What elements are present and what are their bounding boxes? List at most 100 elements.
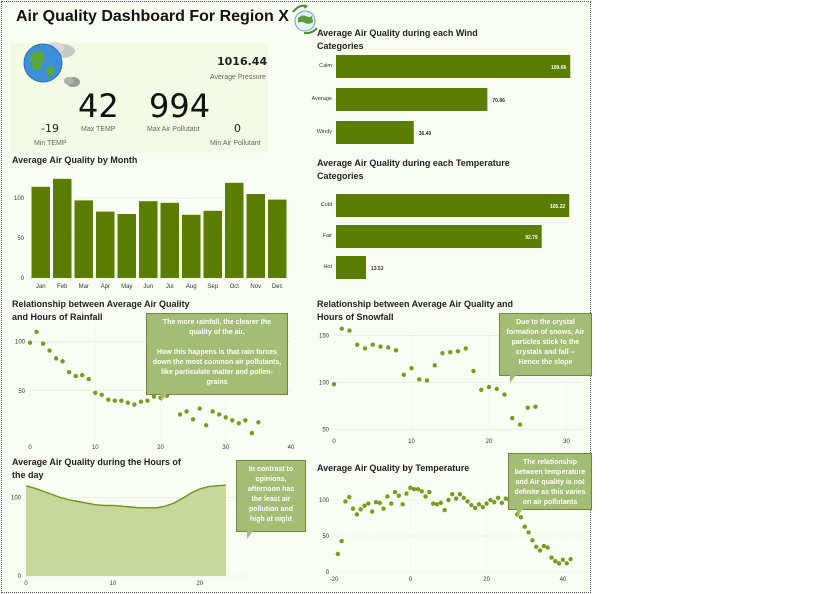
category-label: Cold bbox=[321, 202, 332, 208]
data-point bbox=[502, 392, 507, 397]
data-point bbox=[362, 346, 368, 351]
data-label: 109.66 bbox=[551, 65, 567, 71]
data-point bbox=[377, 500, 382, 506]
data-point bbox=[401, 372, 406, 377]
data-point bbox=[358, 507, 363, 512]
x-tick-label: 40 bbox=[560, 577, 567, 583]
x-tick-label: Aug bbox=[186, 284, 197, 290]
data-point bbox=[362, 503, 367, 508]
data-point bbox=[450, 492, 455, 497]
y-tick-label: 0 bbox=[326, 570, 330, 576]
y-tick-label: 100 bbox=[319, 498, 330, 504]
data-point bbox=[378, 344, 383, 349]
data-point bbox=[461, 495, 466, 501]
snowfall-annotation: Due to the crystal formation of snows, A… bbox=[499, 313, 592, 383]
y-tick-label: 100 bbox=[15, 340, 26, 346]
data-point bbox=[432, 363, 437, 368]
bar bbox=[53, 178, 72, 278]
data-point bbox=[541, 543, 547, 549]
data-point bbox=[442, 507, 447, 513]
y-tick-label: 150 bbox=[319, 333, 330, 339]
data-point bbox=[86, 376, 91, 382]
snowfall-annotation-text: Due to the crystal formation of snows, A… bbox=[506, 319, 585, 366]
category-label: Windy bbox=[317, 129, 333, 135]
data-point bbox=[400, 502, 405, 507]
page-title: Air Quality Dashboard For Region X bbox=[16, 8, 289, 25]
data-point bbox=[385, 494, 390, 499]
x-tick-label: 30 bbox=[563, 439, 570, 445]
data-point bbox=[249, 430, 255, 436]
data-point bbox=[243, 418, 248, 423]
min-pollutant-label: Min Air Pollutant bbox=[210, 140, 261, 147]
data-point bbox=[389, 501, 394, 506]
temperature-annotation-text: The relationship between temperature and… bbox=[514, 459, 586, 506]
data-point bbox=[457, 492, 463, 497]
data-point bbox=[354, 512, 360, 517]
x-tick-label: Apr bbox=[101, 284, 110, 290]
data-point bbox=[197, 406, 202, 411]
data-point bbox=[355, 342, 360, 347]
data-point bbox=[492, 499, 497, 505]
data-point bbox=[446, 497, 451, 503]
bar bbox=[117, 214, 136, 278]
avg-pressure-value: 1016.44 bbox=[217, 55, 268, 68]
data-point bbox=[411, 487, 417, 492]
bar bbox=[182, 214, 201, 278]
data-label: 70.86 bbox=[492, 98, 505, 104]
data-point bbox=[488, 497, 493, 503]
data-point bbox=[347, 494, 352, 500]
data-point bbox=[556, 561, 562, 566]
data-point bbox=[132, 402, 137, 407]
data-point bbox=[217, 412, 222, 417]
data-point bbox=[151, 394, 157, 399]
data-point bbox=[533, 404, 538, 409]
data-point bbox=[499, 500, 505, 506]
data-point bbox=[47, 348, 52, 353]
data-point bbox=[386, 345, 391, 350]
x-tick-label: 40 bbox=[288, 445, 295, 451]
data-point bbox=[431, 501, 436, 506]
series-line bbox=[25, 484, 226, 509]
temperature-category-bar-chart: Cold 105.22 Fair 92.79 Hot 13.53 bbox=[321, 194, 570, 279]
data-point bbox=[339, 538, 344, 544]
bar bbox=[31, 186, 50, 278]
x-tick-label: 20 bbox=[157, 445, 164, 451]
data-point bbox=[463, 346, 468, 351]
data-point bbox=[423, 494, 428, 499]
callout-tail bbox=[510, 375, 516, 383]
snowfall-chart-title: Relationship between Average Air Quality… bbox=[317, 299, 514, 322]
x-tick-label: 10 bbox=[110, 581, 117, 587]
data-point bbox=[99, 392, 104, 397]
data-point bbox=[256, 420, 261, 425]
category-label: Hot bbox=[323, 264, 332, 270]
y-tick-label: 50 bbox=[322, 427, 329, 433]
x-tick-label: -20 bbox=[330, 577, 339, 583]
data-point bbox=[455, 349, 461, 354]
data-point bbox=[350, 506, 356, 511]
x-tick-label: 10 bbox=[92, 445, 99, 451]
wind-chart-title: Average Air Quality during each Wind Cat… bbox=[317, 28, 478, 51]
rainfall-annotation: The more rainfall, the clearer the quali… bbox=[146, 313, 288, 402]
x-tick-label: Oct bbox=[230, 284, 240, 290]
bar bbox=[336, 256, 366, 279]
temperature-annotation: The relationship between temperature and… bbox=[508, 453, 592, 517]
hours-chart-title: Average Air Quality during the Hours of … bbox=[12, 457, 181, 480]
data-point bbox=[60, 359, 65, 364]
category-label: Calm bbox=[319, 63, 332, 69]
kpi-card: 1016.44 Average Pressure 42 Max TEMP 994… bbox=[11, 42, 268, 153]
max-temp-value: 42 bbox=[78, 87, 119, 125]
bar bbox=[336, 55, 571, 78]
data-point bbox=[53, 356, 59, 361]
bar bbox=[160, 202, 179, 278]
bar bbox=[96, 211, 115, 278]
x-tick-label: Jan bbox=[36, 284, 46, 290]
data-point bbox=[177, 412, 183, 417]
data-point bbox=[184, 409, 189, 414]
bar bbox=[225, 182, 244, 278]
data-point bbox=[210, 409, 215, 414]
data-point bbox=[396, 493, 402, 498]
x-tick-label: Jul bbox=[166, 284, 174, 290]
category-label: Fair bbox=[323, 233, 333, 239]
data-point bbox=[484, 501, 489, 506]
data-point bbox=[366, 501, 371, 506]
